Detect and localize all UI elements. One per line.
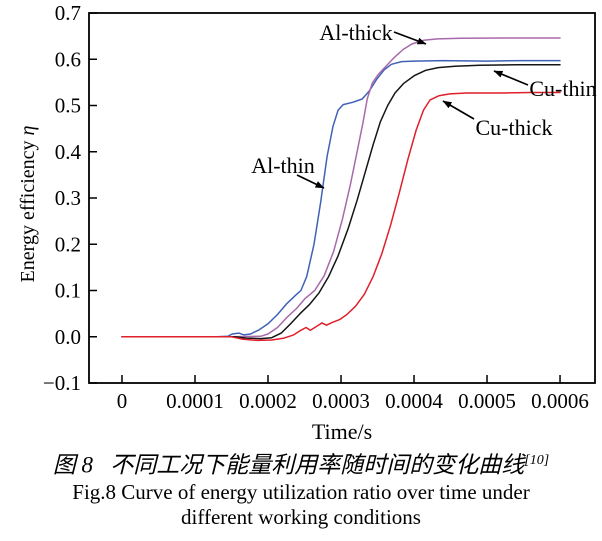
y-axis-label: Energy efficiencyη [17,125,39,282]
y-tick-label: 0.1 [55,279,81,303]
series-line-al-thin [121,59,561,338]
annotation-arrow-cu-thick [442,100,475,120]
y-tick-label: 0.2 [55,232,81,256]
y-tick-label: −0.1 [43,371,81,395]
figure-caption: 图 8 不同工况下能量利用率随时间的变化曲线[10] Fig.8 Curve o… [0,446,602,530]
x-tick-label: 0.0005 [458,389,516,413]
annotation-label-cu-thin: Cu-thin [529,76,596,101]
y-tick-label: 0.5 [55,94,81,118]
figure-caption-zh-text: 图 8 不同工况下能量利用率随时间的变化曲线 [52,452,525,478]
series-line-al-thick [121,37,561,338]
annotation-label-al-thick: Al-thick [319,20,392,45]
y-tick-label: 0.6 [55,47,81,71]
x-tick-label: 0.0004 [385,389,443,413]
figure-caption-zh: 图 8 不同工况下能量利用率随时间的变化曲线[10] [0,446,602,480]
x-tick-label: 0 [117,389,128,413]
annotation-label-cu-thick: Cu-thick [476,115,553,140]
annotation-arrow-al-thin [296,174,325,189]
annotation-arrow-al-thick [393,31,427,45]
efficiency-chart: −0.1 0.0 0.1 0.2 0.3 0.4 0.5 0.6 0.7 0 0.0001 0.000… [17,1,597,444]
x-tick-label: 0.0002 [239,389,297,413]
figure-caption-en-line2: different working conditions [181,504,421,529]
y-tick-label: 0.0 [55,325,81,349]
series-line-cu-thin [121,64,561,340]
x-tick-label: 0.0001 [166,389,224,413]
figure-caption-zh-citation: [10] [524,453,550,468]
y-tick-label: 0.7 [55,1,81,25]
y-tick-label: 0.4 [55,140,82,164]
figure-caption-en-line1: Fig.8 Curve of energy utilization ratio … [72,479,530,504]
x-tick-label: 0.0006 [531,389,589,413]
annotation-label-al-thin: Al-thin [251,153,315,178]
x-axis-label: Time/s [312,419,372,444]
plot-frame [88,12,596,384]
x-tick-label: 0.0003 [312,389,370,413]
y-tick-label: 0.3 [55,186,81,210]
series-line-cu-thick [121,91,561,342]
annotation-arrow-cu-thin [493,70,529,86]
